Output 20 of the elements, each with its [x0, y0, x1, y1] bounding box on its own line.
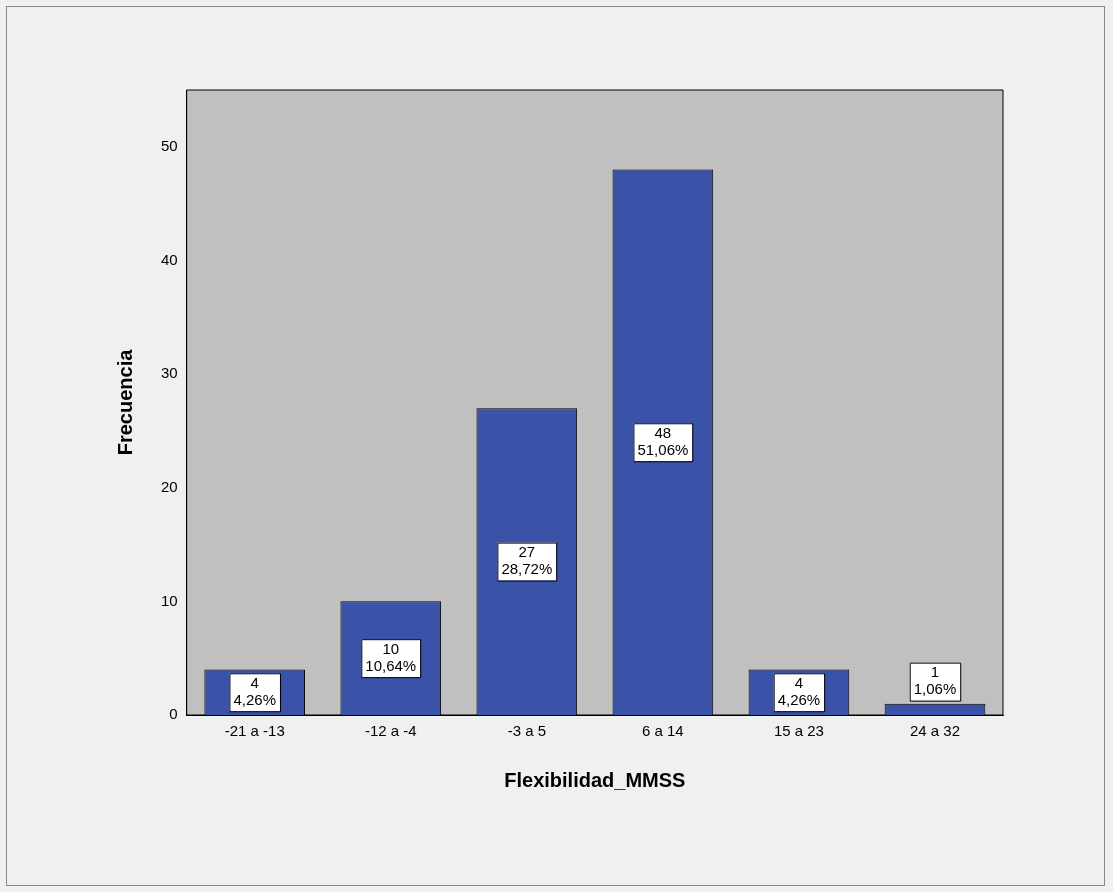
- x-tick-label: 6 a 14: [642, 722, 684, 740]
- data-label: 27 28,72%: [501, 543, 553, 578]
- x-tick-label: -3 a 5: [507, 722, 546, 740]
- data-label: 1 1,06%: [913, 663, 957, 698]
- y-tick-label: 10: [161, 591, 178, 609]
- y-tick-label: 50: [161, 136, 178, 154]
- y-tick-label: 20: [161, 477, 178, 495]
- y-tick-label: 40: [161, 250, 178, 268]
- x-axis-title: Flexibilidad_MMSS: [504, 768, 686, 791]
- data-label: 10 10,64%: [365, 639, 417, 674]
- y-tick-label: 30: [161, 364, 178, 382]
- y-axis-title: Frecuencia: [113, 348, 136, 456]
- x-tick-label: 15 a 23: [773, 722, 824, 740]
- data-label: 48 51,06%: [637, 423, 689, 458]
- x-tick-label: -21 a -13: [224, 722, 285, 740]
- x-tick-label: 24 a 32: [909, 722, 960, 740]
- data-label: 4 4,26%: [777, 673, 821, 708]
- data-label: 4 4,26%: [233, 673, 276, 708]
- x-tick-label: -12 a -4: [364, 722, 417, 740]
- y-tick-label: 0: [169, 705, 178, 723]
